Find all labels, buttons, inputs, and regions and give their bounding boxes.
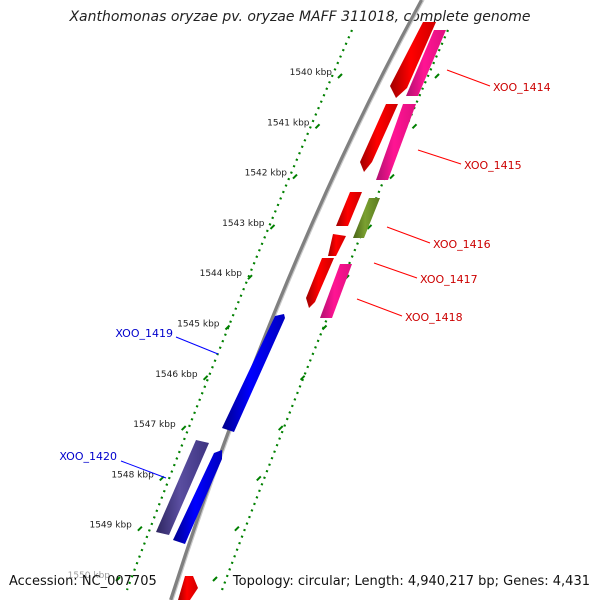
tick-mark-inner [277, 425, 284, 431]
tick-mark [269, 224, 276, 230]
gene-xoo-1417[interactable] [328, 234, 346, 256]
gene-label-xoo-1419[interactable]: XOO_1419 [115, 327, 173, 340]
gene-xoo-1415[interactable] [376, 104, 416, 180]
tick-label: 1542 kbp [245, 169, 288, 179]
tick-mark-inner [389, 173, 395, 180]
tick-label: 1541 kbp [267, 118, 310, 128]
tick-label: 1546 kbp [155, 370, 198, 380]
gene-xoo-1415-red[interactable] [360, 104, 398, 172]
leader-line-1419 [175, 336, 219, 355]
tick-label: 1540 kbp [290, 68, 333, 78]
genome-backbone-highlight [172, 0, 425, 600]
tick-mark [202, 375, 209, 381]
tick-label: 1543 kbp [222, 219, 265, 229]
tick-label: 1545 kbp [177, 320, 220, 330]
tick-mark [292, 173, 298, 180]
tick-mark [337, 73, 343, 79]
leader-line-1418 [356, 298, 403, 317]
leader-line-1417 [373, 262, 418, 279]
tick-label: 1549 kbp [89, 521, 132, 531]
tick-mark-inner [299, 375, 306, 381]
tick-mark [180, 425, 187, 431]
tick-label: 1547 kbp [133, 420, 176, 430]
gene-label-xoo-1417[interactable]: XOO_1417 [420, 273, 478, 286]
leader-line-1415 [417, 149, 462, 165]
gene-xoo-1418-red[interactable] [306, 258, 334, 308]
tick-mark-inner [234, 525, 240, 532]
tick-label: 1544 kbp [200, 269, 243, 279]
genome-backbone [169, 0, 424, 600]
tick-mark [224, 324, 231, 331]
tick-mark-inner [212, 576, 218, 582]
tick-label: 1550 kbp [68, 571, 111, 581]
leader-line-1420 [120, 460, 167, 479]
genome-summary-text: Topology: circular; Length: 4,940,217 bp… [232, 574, 590, 589]
gene-label-xoo-1414[interactable]: XOO_1414 [493, 81, 551, 94]
gene-label-xoo-1415[interactable]: XOO_1415 [464, 159, 522, 172]
tick-mark [115, 576, 121, 582]
leader-line-1414 [446, 69, 491, 87]
gene-label-xoo-1418[interactable]: XOO_1418 [405, 311, 463, 324]
gene-xoo-1420[interactable] [156, 440, 209, 535]
tick-mark [247, 274, 253, 280]
tick-mark-inner [411, 123, 418, 130]
tick-mark [314, 123, 321, 130]
tick-mark [137, 525, 143, 532]
gene-label-xoo-1420[interactable]: XOO_1420 [59, 450, 117, 463]
accession-text: Accession: NC_007705 [9, 574, 157, 589]
tick-label: 1548 kbp [111, 470, 154, 480]
leader-line-1416 [386, 226, 431, 244]
gene-xoo-1418[interactable] [320, 264, 352, 318]
tick-mark-inner [434, 73, 440, 79]
gene-label-xoo-1416[interactable]: XOO_1416 [433, 238, 491, 251]
gene-xoo-1420-blue[interactable] [173, 450, 222, 544]
scale-track-inner [220, 29, 450, 591]
tick-mark-inner [366, 224, 373, 230]
tick-mark-inner [256, 475, 262, 482]
gene-xoo-1414-red[interactable] [390, 22, 436, 98]
gene-xoo-1419[interactable] [222, 314, 285, 432]
gene-xoo-1416[interactable] [353, 198, 380, 238]
tick-mark-inner [321, 324, 328, 331]
gene-xoo-1416-red[interactable] [336, 192, 362, 226]
gene-bottom-red[interactable] [178, 576, 198, 600]
scale-track-outer [125, 29, 354, 591]
gene-xoo-1414[interactable] [406, 30, 446, 96]
